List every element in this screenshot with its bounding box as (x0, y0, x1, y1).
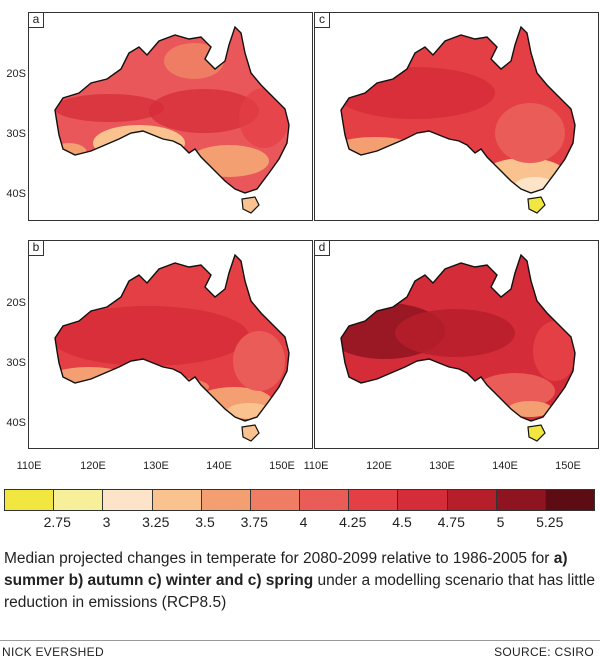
legend-label: 3 (102, 514, 111, 530)
legend-swatch (5, 490, 55, 510)
lon-label-140e: 140E (206, 460, 232, 472)
legend-label: 2.75 (43, 514, 71, 530)
author-credit: NICK EVERSHED (2, 645, 104, 659)
legend-label: 5 (496, 514, 505, 530)
figure-caption: Median projected changes in temperate fo… (4, 548, 596, 614)
divider (0, 640, 600, 641)
map-panel-a: a (28, 12, 313, 221)
legend-label: 4.75 (437, 514, 465, 530)
lon-label-120e: 120E (366, 460, 392, 472)
lat-label-40s: 40S (6, 188, 26, 200)
panel-letter: a (29, 13, 44, 28)
panel-letter: c (315, 13, 330, 28)
map-svg (54, 25, 290, 214)
lon-label-110e: 110E (16, 460, 42, 472)
color-legend (4, 489, 595, 511)
map-panel-c: c (314, 12, 599, 221)
legend-label: 3.5 (195, 514, 215, 530)
legend-swatch (398, 490, 448, 510)
legend-label: 5.25 (536, 514, 564, 530)
legend-label: 3.75 (240, 514, 268, 530)
legend-swatch (496, 490, 546, 510)
legend-swatch (54, 490, 104, 510)
legend-label: 4.25 (339, 514, 367, 530)
map-svg (54, 253, 290, 442)
legend-swatch (103, 490, 153, 510)
legend-label: 4.5 (392, 514, 412, 530)
caption-text-end: under a modelling scenario that has litt… (4, 572, 595, 611)
lon-label-150e: 150E (555, 460, 581, 472)
lon-label-150e: 150E (269, 460, 295, 472)
lat-label-20s: 20S (6, 68, 26, 80)
map-svg (340, 253, 576, 442)
legend-swatch (250, 490, 301, 510)
map-svg (340, 25, 576, 214)
panel-letter: d (315, 241, 330, 256)
panel-letter: b (29, 241, 44, 256)
legend-label: 4 (299, 514, 308, 530)
legend-swatch (545, 490, 595, 510)
lon-label-120e: 120E (80, 460, 106, 472)
lon-label-130e: 130E (429, 460, 455, 472)
caption-bold: a) summer b) autumn c) winter and c) spr… (4, 550, 568, 589)
lat-label-20s: 20S (6, 297, 26, 309)
lon-label-140e: 140E (492, 460, 518, 472)
map-panel-d: d (314, 240, 599, 449)
lon-label-110e: 110E (303, 460, 329, 472)
legend-swatch (349, 490, 399, 510)
lon-label-130e: 130E (143, 460, 169, 472)
legend-swatch (447, 490, 497, 510)
legend-swatch (152, 490, 202, 510)
lat-label-30s: 30S (6, 357, 26, 369)
legend-label: 3.25 (142, 514, 170, 530)
source-credit: SOURCE: CSIRO (494, 645, 594, 659)
caption-text: Median projected changes in temperate fo… (4, 550, 554, 567)
lat-label-30s: 30S (6, 128, 26, 140)
legend-swatch (300, 490, 350, 510)
legend-swatch (201, 490, 251, 510)
map-panel-b: b (28, 240, 313, 449)
lat-label-40s: 40S (6, 417, 26, 429)
